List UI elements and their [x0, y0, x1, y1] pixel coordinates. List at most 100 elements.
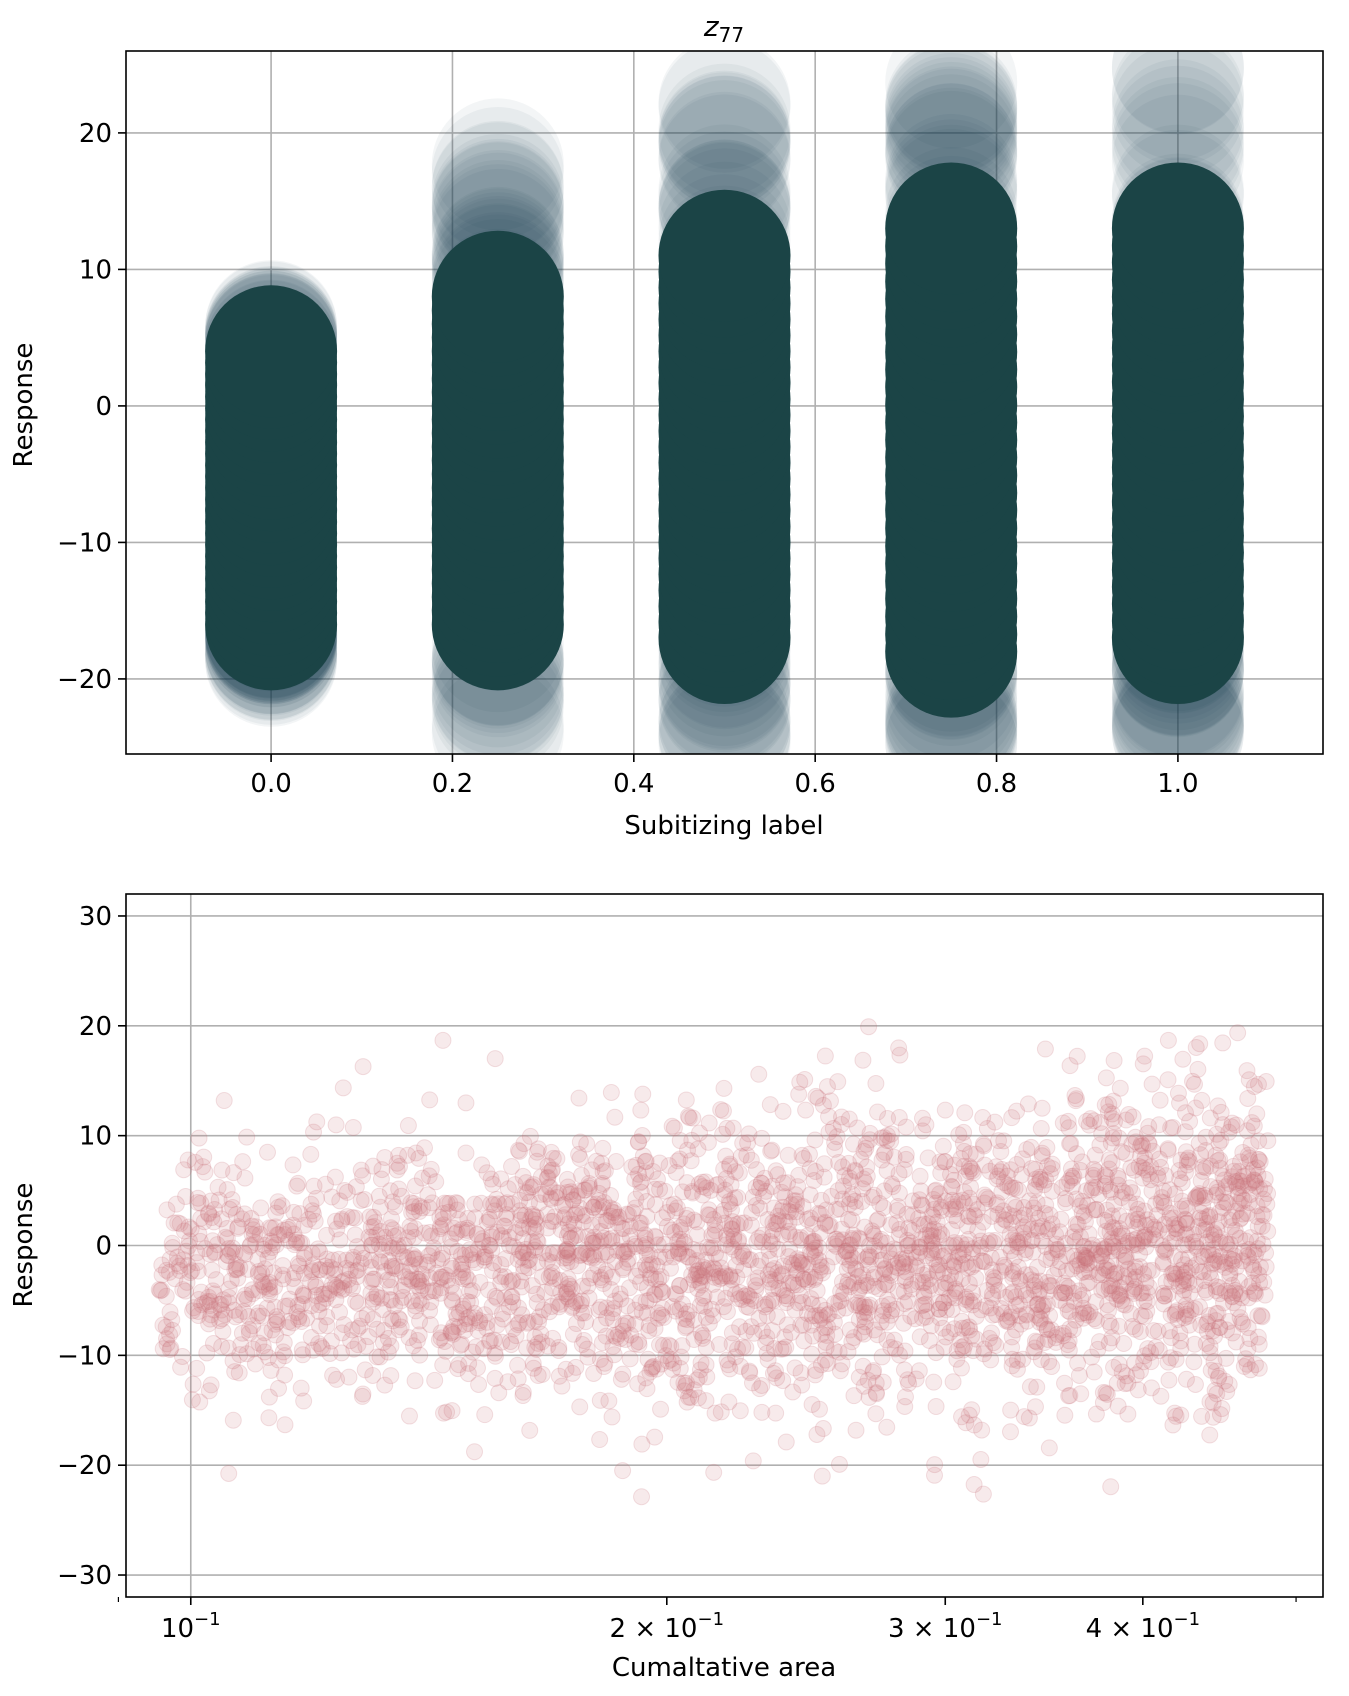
data-point [697, 1173, 715, 1191]
data-point [562, 1253, 580, 1271]
data-point [1223, 1209, 1241, 1227]
data-point [849, 1294, 867, 1312]
data-point [691, 1273, 709, 1291]
data-point [498, 1194, 516, 1212]
data-point [1057, 1295, 1075, 1313]
data-point [1070, 1282, 1088, 1300]
data-point [1103, 1242, 1121, 1260]
data-point [514, 1167, 532, 1185]
data-point [769, 1207, 787, 1225]
data-point [223, 1191, 241, 1209]
data-point [1206, 1251, 1224, 1269]
data-point [279, 1319, 297, 1337]
data-point [1220, 1249, 1238, 1267]
data-point [950, 1244, 968, 1262]
data-point [597, 1212, 615, 1230]
data-point [1177, 1296, 1195, 1314]
data-point [859, 1304, 877, 1322]
data-point [467, 1254, 485, 1272]
data-point [810, 1400, 828, 1418]
x-tick-label: 0.6 [795, 769, 836, 799]
data-point [1137, 1238, 1155, 1256]
data-point [757, 1182, 775, 1200]
data-point [944, 1195, 962, 1213]
data-point [1216, 1258, 1234, 1276]
data-point [590, 1192, 608, 1210]
data-point [1110, 1227, 1128, 1245]
data-point [714, 1125, 732, 1143]
data-point [164, 1238, 182, 1256]
data-point [1233, 1189, 1251, 1207]
data-point [476, 1245, 494, 1263]
data-point [307, 1276, 325, 1294]
data-point [957, 1288, 975, 1306]
data-point [604, 1337, 622, 1355]
data-point [1027, 1160, 1045, 1178]
data-point [1001, 1308, 1019, 1326]
data-point [917, 1295, 935, 1313]
data-point [1201, 1393, 1219, 1411]
data-point [717, 1170, 735, 1188]
data-point [911, 1239, 929, 1257]
data-point [875, 1265, 893, 1283]
data-point [1059, 1302, 1077, 1320]
data-point [562, 1229, 580, 1247]
data-point [818, 1257, 836, 1275]
data-point [1157, 1273, 1175, 1291]
data-point [638, 1207, 656, 1225]
data-point [420, 1247, 438, 1265]
data-point [506, 1176, 524, 1194]
data-point [954, 1246, 972, 1264]
data-point [364, 1310, 382, 1328]
data-point [829, 1302, 847, 1320]
data-point [497, 1209, 515, 1227]
data-point [572, 1304, 590, 1322]
data-point [1083, 1348, 1101, 1366]
data-point [253, 1273, 271, 1291]
data-point [423, 1194, 441, 1212]
data-point [875, 1199, 893, 1217]
data-point [423, 1244, 441, 1262]
data-point [561, 1277, 579, 1295]
data-point [431, 657, 564, 754]
data-point [307, 1189, 325, 1207]
data-point [723, 1220, 741, 1238]
data-point [567, 1292, 585, 1310]
data-point [857, 1273, 875, 1291]
data-point [542, 1143, 560, 1161]
data-point [191, 1393, 209, 1411]
data-point [190, 1225, 208, 1243]
data-point [548, 1150, 566, 1168]
data-point [1257, 1244, 1275, 1262]
data-point [1143, 1075, 1161, 1093]
data-point [431, 1208, 449, 1226]
data-point [305, 1177, 323, 1195]
data-point [503, 1195, 521, 1213]
data-point [557, 1280, 575, 1298]
data-point [770, 1212, 788, 1230]
data-point [344, 1118, 362, 1136]
data-point [1186, 1335, 1204, 1353]
data-point [963, 1401, 981, 1419]
data-point [431, 230, 564, 363]
data-point [738, 1146, 756, 1164]
data-point [920, 1281, 938, 1299]
data-point [737, 1339, 755, 1357]
y-tick-label: −10 [57, 1341, 112, 1371]
data-point [953, 1408, 971, 1426]
data-point [712, 1259, 730, 1277]
data-point [243, 1281, 261, 1299]
data-point [614, 1261, 632, 1279]
data-point [1159, 1141, 1177, 1159]
data-point [636, 1226, 654, 1244]
data-point [284, 1156, 302, 1174]
data-point [1171, 1094, 1189, 1112]
data-point [721, 1157, 739, 1175]
data-point [276, 1366, 294, 1384]
data-point [457, 1224, 475, 1242]
data-point [731, 1284, 749, 1302]
chart-bottom-ylabel: Response [9, 1183, 39, 1308]
data-point [406, 1177, 424, 1195]
data-point [1125, 1271, 1143, 1289]
data-point [1235, 1243, 1253, 1261]
